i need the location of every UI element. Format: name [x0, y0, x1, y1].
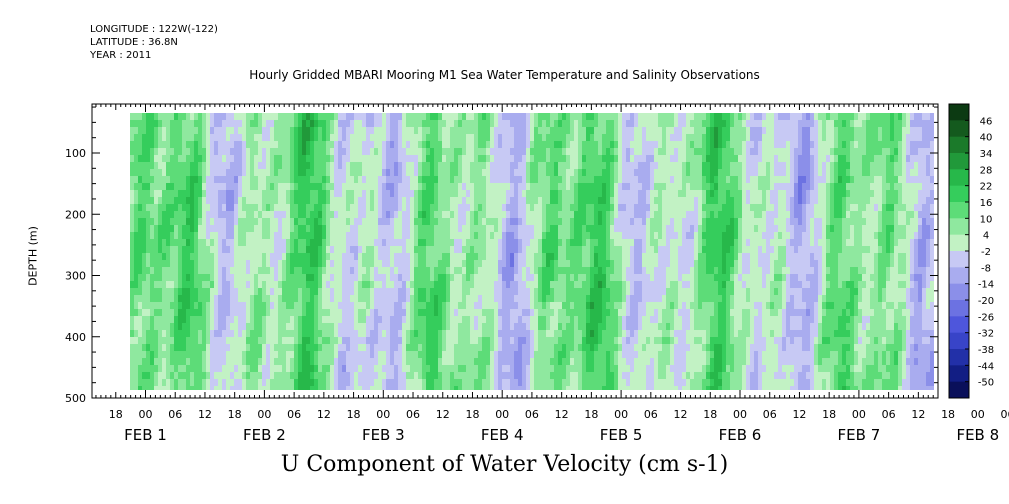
x-hour-label: 00 [971, 408, 985, 421]
x-hour-label: 06 [644, 408, 658, 421]
x-hour-label: 18 [347, 408, 361, 421]
x-hour-label: 06 [882, 408, 896, 421]
colorbar-swatch [949, 381, 969, 399]
colorbar-swatch [949, 234, 969, 252]
colorbar-swatch [949, 169, 969, 187]
y-tick-label: 100 [65, 147, 86, 160]
x-hour-label: 00 [139, 408, 153, 421]
x-hour-label: 12 [911, 408, 925, 421]
x-hour-label: 00 [495, 408, 509, 421]
x-day-label: FEB 2 [243, 426, 286, 444]
colorbar-label: -8 [981, 263, 991, 274]
x-day-label: FEB 4 [481, 426, 524, 444]
x-day-label: FEB 1 [124, 426, 167, 444]
colorbar-label: 4 [983, 231, 989, 242]
colorbar-swatch [949, 185, 969, 203]
colorbar-label: -50 [978, 378, 994, 389]
x-day-label: FEB 3 [362, 426, 405, 444]
x-day-label: FEB 5 [600, 426, 643, 444]
y-tick-label: 300 [65, 270, 86, 283]
x-hour-label: 06 [168, 408, 182, 421]
colorbar-swatch [949, 120, 969, 138]
colorbar-label: -20 [978, 296, 994, 307]
colorbar-swatch [949, 202, 969, 219]
colorbar-swatch [949, 104, 969, 121]
x-hour-label: 06 [525, 408, 539, 421]
colorbar-swatch [949, 136, 969, 154]
colorbar-swatch [949, 316, 969, 334]
colorbar-label: 16 [980, 198, 993, 209]
colorbar-swatch [949, 251, 969, 268]
colorbar-swatch [949, 332, 969, 350]
latitude-label: LATITUDE : 36.8N [90, 37, 178, 48]
x-hour-label: 18 [228, 408, 242, 421]
x-hour-label: 00 [257, 408, 271, 421]
y-tick-label: 200 [65, 208, 86, 221]
x-hour-label: 12 [555, 408, 569, 421]
colorbar-swatch [949, 365, 969, 383]
plot-frame [91, 103, 939, 399]
y-tick-label: 500 [65, 392, 86, 405]
x-hour-label: 06 [406, 408, 420, 421]
colorbar-swatch [949, 218, 969, 236]
x-day-label: FEB 8 [956, 426, 999, 444]
colorbar-label: 46 [980, 116, 993, 127]
colorbar-swatch [949, 349, 969, 366]
x-hour-label: 18 [941, 408, 955, 421]
x-hour-label: 18 [465, 408, 479, 421]
x-hour-label: 00 [376, 408, 390, 421]
y-ticks: 100 200 300 400 500 [65, 106, 938, 405]
colorbar-swatch [949, 267, 969, 285]
x-hour-label: 18 [703, 408, 717, 421]
x-day-label: FEB 7 [838, 426, 881, 444]
x-hour-label: 06 [763, 408, 777, 421]
x-hour-label: 12 [436, 408, 450, 421]
x-hour-label: 18 [822, 408, 836, 421]
chart-title: Hourly Gridded MBARI Mooring M1 Sea Wate… [249, 68, 760, 82]
x-hour-label: 12 [317, 408, 331, 421]
x-day-label: FEB 6 [719, 426, 762, 444]
x-hour-label: 12 [674, 408, 688, 421]
colorbar-swatch [949, 153, 969, 170]
colorbar: 46 40 34 28 22 16 10 4 -2 -8 -14 -20 -26 -32 -38 -44 -50 [948, 103, 994, 399]
x-hour-label: 00 [733, 408, 747, 421]
x-hour-label: 00 [852, 408, 866, 421]
x-hour-label: 12 [792, 408, 806, 421]
colorbar-label: 10 [980, 214, 993, 225]
year-label: YEAR : 2011 [90, 50, 152, 61]
x-hour-label: 06 [287, 408, 301, 421]
colorbar-label: -14 [978, 280, 994, 291]
colorbar-label: -2 [981, 247, 991, 258]
colorbar-label: 34 [980, 149, 993, 160]
colorbar-swatch [949, 283, 969, 301]
colorbar-label: -32 [978, 329, 994, 340]
heatmap-field [130, 113, 934, 390]
colorbar-label: 22 [980, 182, 993, 193]
x-hour-label: 18 [584, 408, 598, 421]
colorbar-label: -26 [978, 312, 994, 323]
x-axis-label: U Component of Water Velocity (cm s-1) [280, 452, 729, 477]
colorbar-label: 40 [980, 133, 993, 144]
x-ticks: 18 00 06 12 18 00 06 12 18 00 06 12 18 00 06 12 18 00 06 12… [95, 104, 1009, 444]
longitude-label: LONGITUDE : 122W(-122) [90, 24, 218, 35]
colorbar-label: 28 [980, 165, 993, 176]
x-hour-label: 18 [109, 408, 123, 421]
x-hour-label: 06 [1001, 408, 1009, 421]
x-hour-label: 00 [614, 408, 628, 421]
colorbar-label: -38 [978, 345, 994, 356]
y-tick-label: 400 [65, 331, 86, 344]
x-hour-label: 12 [198, 408, 212, 421]
colorbar-label: -44 [978, 361, 994, 372]
colorbar-swatch [949, 300, 969, 317]
